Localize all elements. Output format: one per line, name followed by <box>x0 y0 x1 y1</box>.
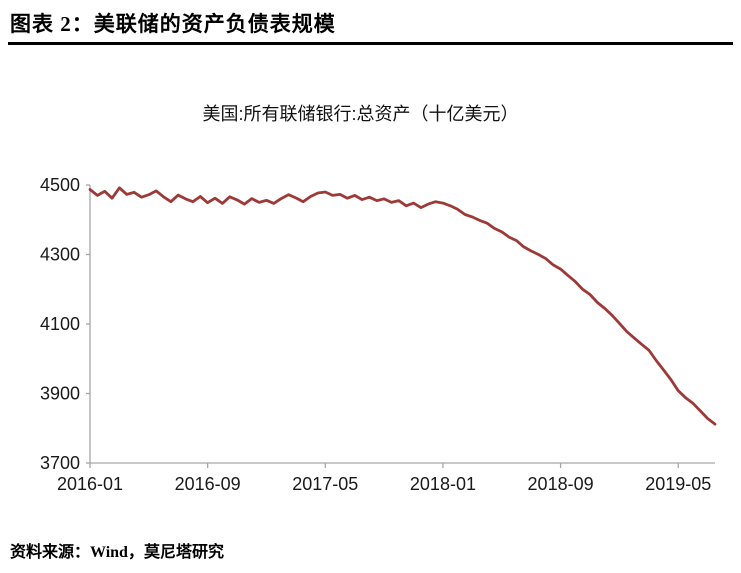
x-tick-label: 2018-09 <box>528 474 594 494</box>
total-assets-line <box>88 186 717 426</box>
chart-canvas: 3700 3900 4100 4300 4500 2016-01 2016-09 2017-0… <box>40 175 717 494</box>
x-tick-label: 2016-09 <box>175 474 241 494</box>
x-tick-label: 2017-05 <box>292 474 358 494</box>
y-tick-label: 4500 <box>40 175 80 195</box>
x-tick-label: 2016-01 <box>57 474 123 494</box>
y-tick-label: 4100 <box>40 314 80 334</box>
y-tick-label: 3700 <box>40 453 80 473</box>
title-underline-rule <box>8 42 733 45</box>
figure-title: 图表 2：美联储的资产负债表规模 <box>10 12 336 36</box>
y-tick-label: 4300 <box>40 245 80 265</box>
source-note: 资料来源：Wind，莫尼塔研究 <box>10 544 224 561</box>
x-tick-label: 2019-05 <box>645 474 711 494</box>
chart-title: 美国:所有联储银行:总资产（十亿美元） <box>202 104 519 124</box>
y-axis-labels: 3700 3900 4100 4300 4500 <box>40 175 90 473</box>
x-tick-label: 2018-01 <box>410 474 476 494</box>
x-axis-labels: 2016-01 2016-09 2017-05 2018-01 2018-09 2019-… <box>57 463 711 494</box>
y-tick-label: 3900 <box>40 384 80 404</box>
